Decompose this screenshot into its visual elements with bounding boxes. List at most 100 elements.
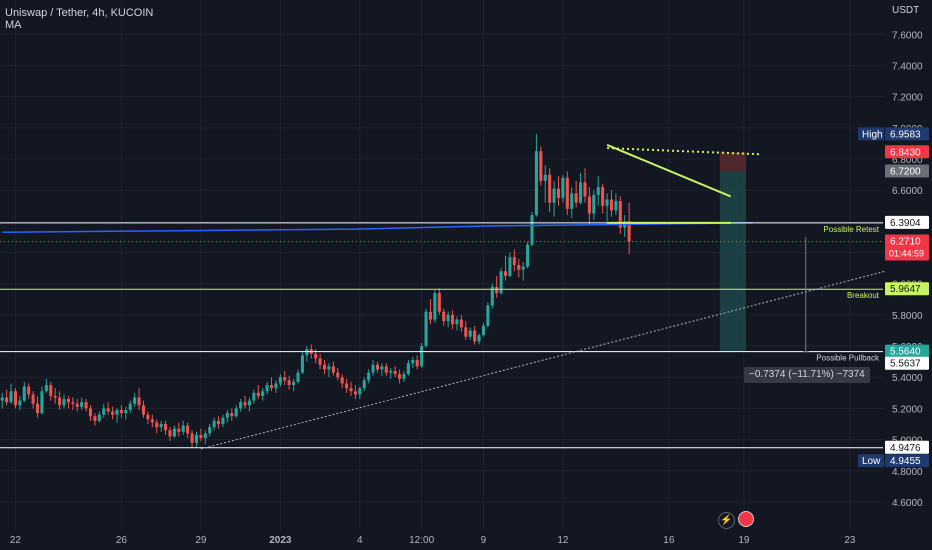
candle-body [22,386,26,401]
candle-body [234,408,238,417]
grid [0,0,883,530]
y-tick-label: 7.6000 [892,30,923,41]
candle-body [225,413,229,418]
symbol-title[interactable]: Uniswap / Tether, 4h, KUCOIN [5,7,154,19]
candle-body [327,366,331,370]
candle-body [583,182,587,197]
candle-body [455,319,459,325]
candle-body [362,380,366,389]
candle-body [490,286,494,306]
price-tag-name-bg [858,454,884,468]
candle-body [534,151,538,216]
candle-body [88,408,93,417]
candle-body [106,408,110,412]
y-tick-label: 4.6000 [892,498,923,509]
candle-body [614,201,618,211]
y-tick-label: 4.8000 [892,467,923,478]
candle-body [561,177,565,198]
candle-body [261,391,265,396]
candle-body [345,383,349,389]
candle-body [512,257,516,265]
candle-body [97,414,101,421]
y-tick-label: 7.4000 [892,61,923,72]
price-tag-value: 6.2710 [890,236,921,247]
candle-body [596,187,600,195]
candle-body [212,420,216,428]
price-tag-value: 4.9476 [890,443,921,454]
x-tick-label: 19 [738,535,750,546]
x-tick-label: 4 [357,535,363,546]
candle-body [380,366,384,370]
candle-body [605,199,609,206]
candle-body [31,394,35,404]
level-label: Breakout [847,291,880,300]
chart-legend[interactable]: Uniswap / Tether, 4h, KUCOIN MA [5,7,153,31]
candle-body [318,358,322,365]
candle-body [473,330,477,342]
candle-body [521,266,525,270]
candle-body [446,314,450,322]
candle-body [18,400,22,406]
x-tick-label: 2023 [269,535,292,546]
y-tick-label: 7.2000 [892,93,923,104]
candle-body [84,402,88,409]
candle-body [389,371,393,373]
candle-body [495,286,499,294]
price-tag-name-bg [858,127,884,141]
candle-body [393,371,397,375]
candle-body [93,416,97,421]
candle-body [411,360,415,364]
price-tag-value: 6.3904 [890,218,921,229]
price-tag [885,454,929,468]
candle-body [609,199,614,211]
price-tag [885,234,929,261]
candle-body [66,399,70,403]
candle-body [627,221,631,242]
candle-body [543,174,547,181]
candle-body [9,391,13,403]
candle-body [292,381,296,386]
drawings[interactable]: Possible Retest Breakout Possible Pullback [0,144,886,450]
y-tick-label: 5.8000 [892,311,923,322]
candle-body [230,413,234,417]
candle-body [49,385,53,396]
candle-body [111,411,115,415]
candle-body [287,380,291,386]
y-tick-label: 5.4000 [892,373,923,384]
candle-body [172,428,176,437]
candle-body [216,420,221,424]
price-tag-value: 5.5640 [890,347,921,358]
candle-body [375,364,380,370]
candle-body [450,314,455,325]
position-tool[interactable] [719,152,746,352]
candle-body [587,196,591,214]
candle-body [159,424,163,428]
candle-body [592,194,596,214]
candle-body [13,391,17,406]
candle-body [150,419,154,423]
candle-body [420,346,424,367]
candle-body [415,360,419,367]
candle-body [565,177,569,209]
indicator-label[interactable]: MA [5,19,22,31]
level-label: Possible Pullback [816,354,880,363]
price-axis[interactable]: 7.60007.40007.20007.00006.80006.60006.40… [858,30,929,509]
price-tag [885,127,929,141]
candle-body [199,434,203,439]
candle-body [486,305,490,326]
candle-body [517,265,521,270]
price-tag [885,356,929,370]
price-tag-name: High [862,129,883,140]
candle-body [115,409,119,415]
currency-label: USDT [892,5,920,16]
candle-body [35,403,40,414]
candle-body [442,311,446,322]
price-tag-value: 6.9583 [890,129,921,140]
flash-icon[interactable]: ⚡ [718,512,735,529]
candle-body [464,327,468,337]
candle-body [5,397,9,403]
flag-icon[interactable] [738,511,754,527]
time-axis[interactable]: 22 26 29 2023 4 12:00 9 12 16 19 23 [10,535,856,546]
candle-body [124,409,128,414]
